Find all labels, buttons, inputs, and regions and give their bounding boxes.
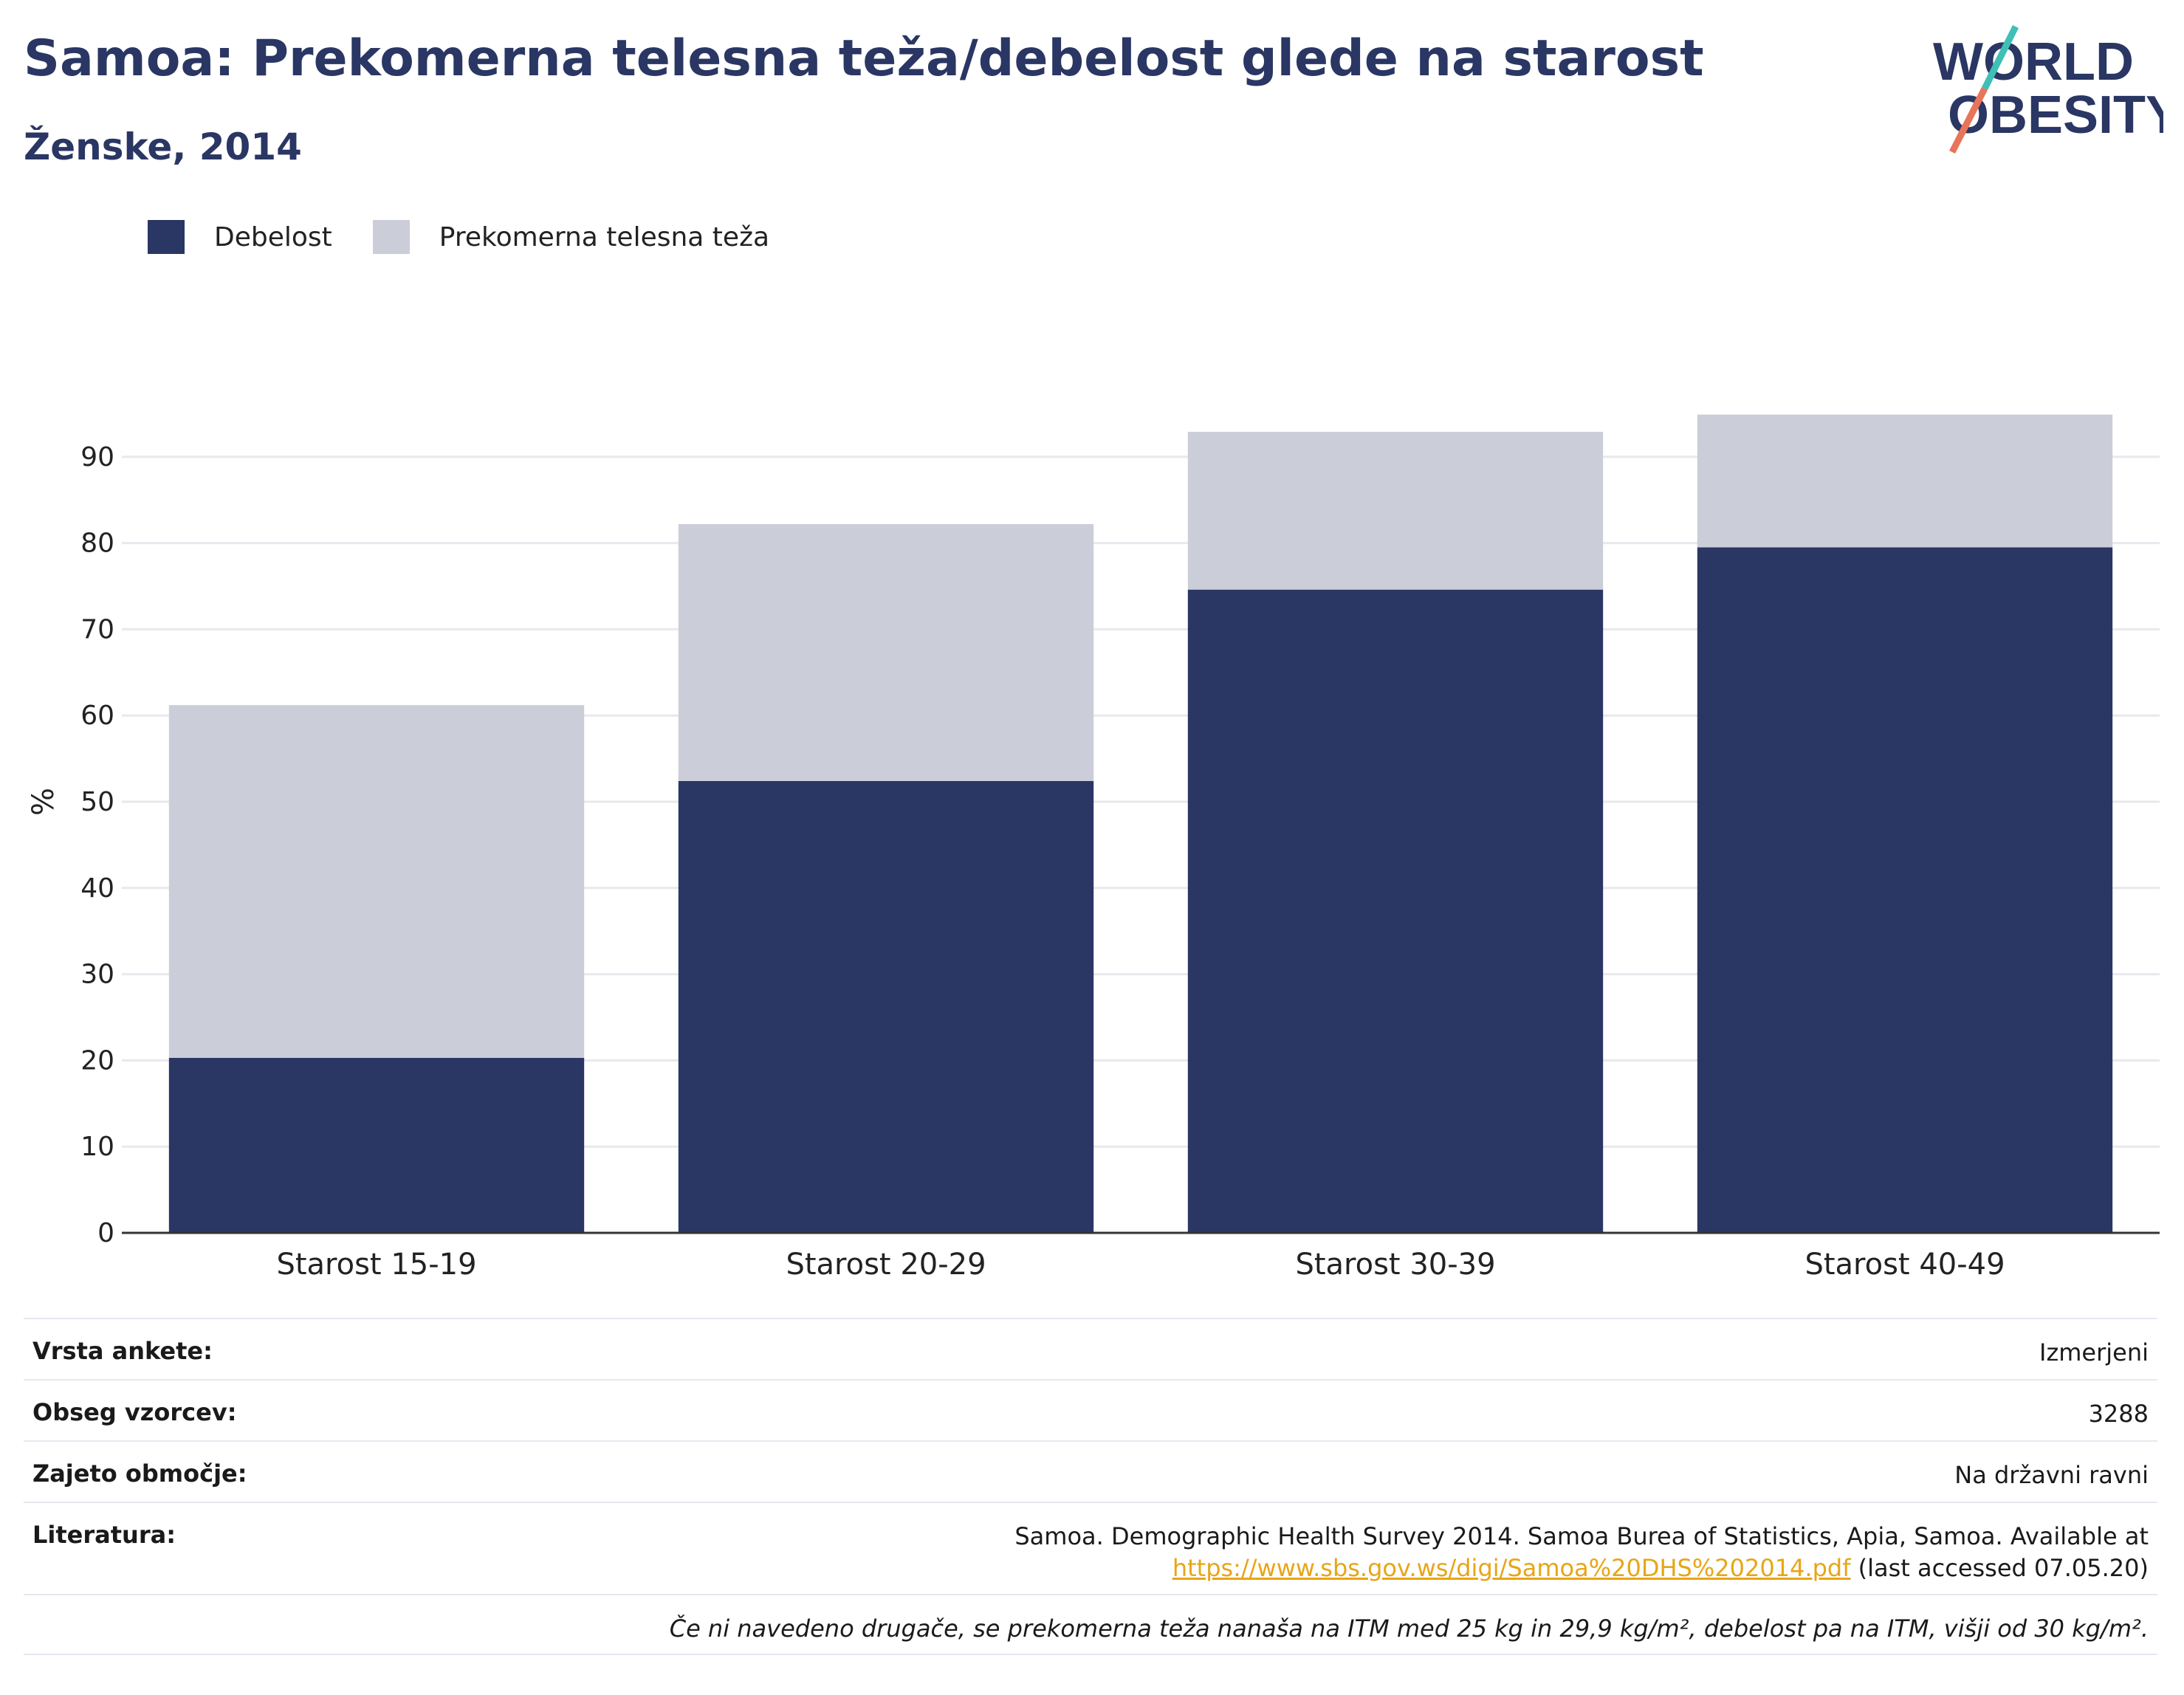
- y-tick-label: 10: [80, 1132, 114, 1162]
- bar-overweight: [168, 705, 585, 1058]
- x-tick-label: Starost 40-49: [1804, 1248, 2005, 1282]
- logo-teal-stroke: [1981, 24, 2019, 91]
- y-tick-label: 20: [80, 1045, 114, 1076]
- meta-label-literature: Literatura:: [32, 1521, 176, 1549]
- page-subtitle: Ženske, 2014: [24, 126, 302, 168]
- y-tick-label: 50: [80, 787, 114, 817]
- y-tick-label: 40: [80, 873, 114, 904]
- legend-label-overweight: Prekomerna telesna teža: [439, 221, 770, 252]
- y-tick-label: 60: [80, 701, 114, 731]
- y-tick-label: 90: [80, 442, 114, 472]
- meta-row-sample-size: Obseg vzorcev: 3288: [24, 1379, 2157, 1440]
- bar-overweight: [1187, 431, 1604, 590]
- literature-accessed: (last accessed 07.05.20): [1850, 1554, 2149, 1582]
- y-tick-label: 70: [80, 614, 114, 644]
- meta-row-coverage: Zajeto območje: Na državni ravni: [24, 1440, 2157, 1502]
- meta-row-note: Če ni navedeno drugače, se prekomerna te…: [24, 1594, 2157, 1655]
- legend-swatch-overweight: [372, 220, 410, 254]
- y-tick-label: 0: [97, 1218, 114, 1248]
- page-title: Samoa: Prekomerna telesna teža/debelost …: [24, 30, 1704, 88]
- bar-obesity: [168, 1057, 585, 1233]
- literature-link[interactable]: https://www.sbs.gov.ws/digi/Samoa%20DHS%…: [1172, 1554, 1851, 1582]
- x-tick-label: Starost 15-19: [276, 1248, 476, 1282]
- world-obesity-logo: WORLD OBESITY: [1933, 24, 2163, 154]
- meta-label-survey-type: Vrsta ankete:: [32, 1337, 213, 1365]
- x-tick-label: Starost 30-39: [1295, 1248, 1495, 1282]
- y-tick-label: 80: [80, 529, 114, 559]
- bar-obesity: [678, 780, 1094, 1233]
- logo-line1: WORLD: [1933, 32, 2134, 92]
- survey-metadata: Vrsta ankete: Izmerjeni Obseg vzorcev: 3…: [24, 1318, 2157, 1655]
- bar-overweight: [678, 523, 1094, 781]
- chart-legend: Debelost Prekomerna telesna teža: [148, 220, 810, 254]
- literature-citation: Samoa. Demographic Health Survey 2014. S…: [1014, 1522, 2149, 1550]
- bar-chart: 0 10 20 30 40 50 60 70 80 90% Starost 15-19 Starost…: [27, 414, 2160, 1282]
- legend-item-obesity[interactable]: Debelost: [148, 220, 332, 254]
- legend-swatch-obesity: [148, 220, 185, 254]
- meta-label-sample-size: Obseg vzorcev:: [32, 1398, 237, 1426]
- meta-label-coverage: Zajeto območje:: [32, 1460, 247, 1488]
- x-tick-label: Starost 20-29: [786, 1248, 986, 1282]
- legend-item-overweight[interactable]: Prekomerna telesna teža: [372, 220, 770, 254]
- meta-row-survey-type: Vrsta ankete: Izmerjeni: [24, 1318, 2157, 1379]
- meta-row-literature: Literatura: Samoa. Demographic Health Su…: [24, 1502, 2157, 1594]
- meta-value-survey-type: Izmerjeni: [2039, 1338, 2149, 1366]
- logo-coral-stroke: [1948, 86, 1988, 154]
- y-axis-label: %: [27, 788, 61, 816]
- bar-obesity: [1697, 547, 2113, 1233]
- meta-value-sample-size: 3288: [2088, 1400, 2149, 1428]
- meta-value-coverage: Na državni ravni: [1954, 1461, 2149, 1489]
- bar-obesity: [1187, 589, 1604, 1233]
- legend-label-obesity: Debelost: [214, 221, 332, 252]
- bar-overweight: [1697, 414, 2113, 548]
- meta-value-literature: Samoa. Demographic Health Survey 2014. S…: [1014, 1521, 2149, 1584]
- y-tick-label: 30: [80, 960, 114, 990]
- definition-note: Če ni navedeno drugače, se prekomerna te…: [669, 1615, 2149, 1643]
